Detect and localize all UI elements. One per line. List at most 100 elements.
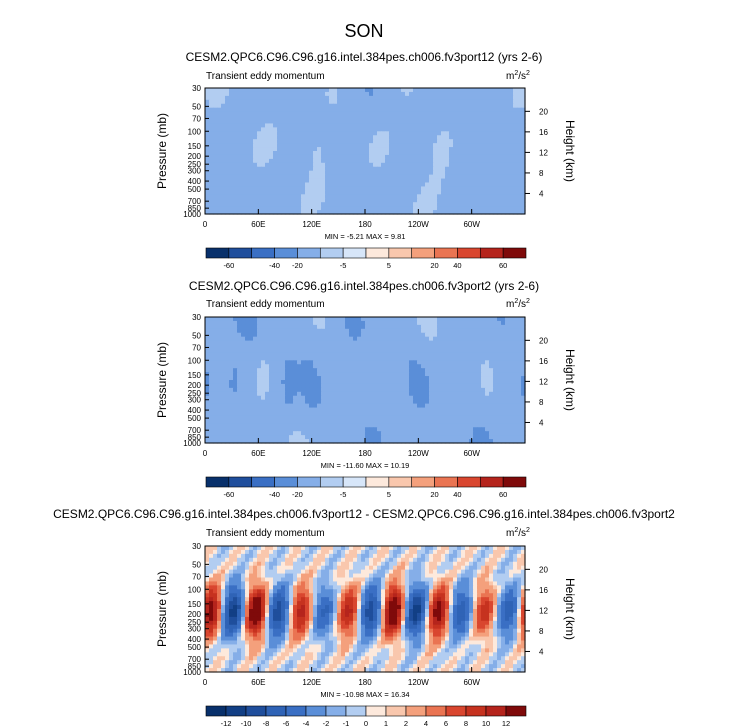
heatmap-cell bbox=[373, 423, 378, 428]
heatmap-cell bbox=[241, 360, 246, 365]
heatmap-cell bbox=[393, 411, 398, 417]
heatmap-cell bbox=[265, 123, 270, 128]
heatmap-cell bbox=[517, 403, 522, 409]
heatmap-cell bbox=[313, 91, 318, 97]
heatmap-cell bbox=[485, 399, 490, 405]
heatmap-cell bbox=[521, 202, 526, 207]
heatmap-cell bbox=[481, 190, 486, 195]
heatmap-cell bbox=[337, 210, 342, 215]
heatmap-cell bbox=[485, 320, 490, 326]
heatmap-cell bbox=[261, 383, 266, 389]
heatmap-cell bbox=[349, 135, 354, 140]
heatmap-cell bbox=[273, 352, 278, 357]
heatmap-cell bbox=[233, 154, 238, 160]
panel-1-title: CESM2.QPC6.C96.C96.g16.intel.384pes.ch00… bbox=[186, 50, 543, 64]
heatmap-cell bbox=[241, 344, 246, 350]
heatmap-cell bbox=[501, 107, 506, 113]
heatmap-cell bbox=[237, 194, 242, 199]
heatmap-cell bbox=[317, 170, 322, 176]
heatmap-cell bbox=[521, 387, 526, 393]
heatmap-cell bbox=[469, 202, 474, 207]
heatmap-cell bbox=[489, 395, 494, 401]
heatmap-cell bbox=[313, 380, 318, 385]
heatmap-cell bbox=[397, 95, 402, 101]
heatmap-cell bbox=[233, 352, 238, 357]
heatmap-cell bbox=[433, 328, 438, 334]
heatmap-cell bbox=[257, 328, 262, 334]
heatmap-cell bbox=[413, 395, 418, 401]
heatmap-cell bbox=[381, 336, 386, 342]
heatmap-cell bbox=[329, 103, 334, 109]
heatmap-cell bbox=[309, 407, 314, 413]
heatmap-cell bbox=[373, 380, 378, 385]
heatmap-cell bbox=[465, 320, 470, 326]
heatmap-cell bbox=[453, 202, 458, 207]
heatmap-cell bbox=[237, 131, 242, 136]
heatmap-cell bbox=[309, 411, 314, 417]
heatmap-cell bbox=[281, 194, 286, 199]
heatmap-cell bbox=[417, 332, 422, 338]
heatmap-cell bbox=[501, 411, 506, 417]
heatmap-cell bbox=[205, 403, 210, 409]
heatmap-cell bbox=[377, 123, 382, 128]
heatmap-cell bbox=[321, 88, 326, 93]
heatmap-cell bbox=[513, 324, 518, 330]
heatmap-cell bbox=[365, 91, 370, 97]
heatmap-cell bbox=[333, 407, 338, 413]
heatmap-cell bbox=[241, 186, 246, 191]
heatmap-cell bbox=[249, 380, 254, 385]
heatmap-cell bbox=[229, 99, 234, 105]
heatmap-cell bbox=[217, 399, 222, 405]
heatmap-cell bbox=[205, 411, 210, 417]
heatmap-cell bbox=[429, 119, 434, 125]
heatmap-cell bbox=[465, 174, 470, 180]
heatmap-cell bbox=[421, 336, 426, 342]
heatmap-cell bbox=[425, 356, 430, 361]
heatmap-cell bbox=[445, 119, 450, 125]
heatmap-cell bbox=[305, 320, 310, 326]
heatmap-cell bbox=[289, 143, 294, 148]
heatmap-cell bbox=[501, 383, 506, 389]
heatmap-cell bbox=[477, 131, 482, 136]
heatmap-cell bbox=[237, 158, 242, 164]
heatmap-cell bbox=[289, 91, 294, 97]
heatmap-cell bbox=[273, 372, 278, 377]
heatmap-cell bbox=[357, 356, 362, 361]
heatmap-cell bbox=[205, 336, 210, 342]
heatmap-cell bbox=[469, 115, 474, 121]
heatmap-cell bbox=[205, 115, 210, 121]
heatmap-cell bbox=[449, 154, 454, 160]
heatmap-cell bbox=[217, 174, 222, 180]
heatmap-cell bbox=[293, 380, 298, 385]
heatmap-cell bbox=[497, 151, 502, 156]
heatmap-cell bbox=[281, 423, 286, 428]
heatmap-cell bbox=[229, 158, 234, 164]
heatmap-cell bbox=[477, 352, 482, 357]
heatmap-cell bbox=[385, 387, 390, 393]
heatmap-cell bbox=[409, 411, 414, 417]
heatmap-cell bbox=[501, 415, 506, 420]
heatmap-cell bbox=[473, 194, 478, 199]
heatmap-cell bbox=[225, 324, 230, 330]
heatmap-cell bbox=[477, 139, 482, 144]
heatmap-cell bbox=[433, 166, 438, 172]
heatmap-cell bbox=[457, 202, 462, 207]
heatmap-cell bbox=[461, 166, 466, 172]
heatmap-cell bbox=[341, 328, 346, 334]
y-tick-label: 700 bbox=[188, 197, 202, 206]
heatmap-cell bbox=[369, 202, 374, 207]
heatmap-cell bbox=[309, 198, 314, 203]
heatmap-cell bbox=[237, 119, 242, 125]
heatmap-cell bbox=[481, 376, 486, 381]
heatmap-cell bbox=[461, 320, 466, 326]
heatmap-cell bbox=[213, 95, 218, 101]
heatmap-cell bbox=[345, 190, 350, 195]
heatmap-cell bbox=[417, 174, 422, 180]
heatmap-cell bbox=[313, 340, 318, 346]
heatmap-cell bbox=[317, 143, 322, 148]
heatmap-cell bbox=[285, 178, 290, 184]
heatmap-cell bbox=[289, 95, 294, 101]
heatmap-cell bbox=[349, 206, 354, 211]
heatmap-cell bbox=[329, 317, 334, 322]
heatmap-cell bbox=[329, 99, 334, 105]
